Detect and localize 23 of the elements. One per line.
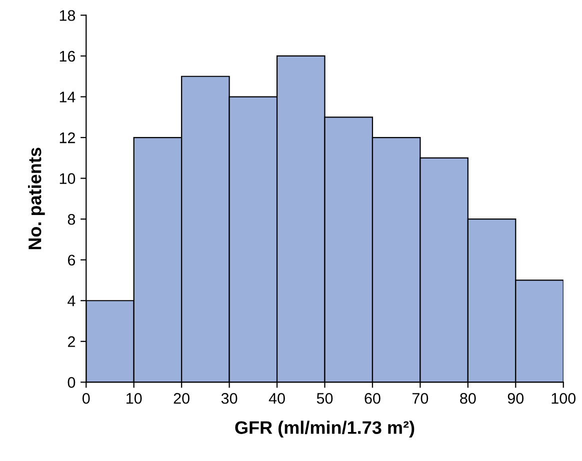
y-tick-label: 16 — [60, 50, 76, 62]
x-tick-label: 10 — [126, 392, 142, 404]
y-tick-label: 10 — [60, 173, 76, 184]
x-tick-label: 80 — [460, 392, 476, 404]
x-axis-title: GFR (ml/min/1.73 m²) — [235, 420, 414, 438]
y-tick-label: 2 — [68, 336, 75, 347]
x-tick-label: 40 — [268, 392, 285, 404]
x-tick-label: 60 — [364, 392, 380, 404]
y-tick-label: 14 — [60, 92, 76, 102]
y-tick-label: 8 — [68, 214, 76, 225]
x-tick-label: 70 — [412, 392, 428, 404]
y-tick-label: 18 — [60, 10, 76, 21]
x-tick-label: 0 — [82, 392, 90, 404]
y-axis-title: No. patients — [28, 148, 45, 250]
x-tick-label: 30 — [221, 392, 238, 404]
y-tick-label: 12 — [60, 132, 75, 144]
x-tick-label: 50 — [316, 392, 333, 404]
x-tick-label: 90 — [508, 392, 524, 404]
x-tick-label: 20 — [174, 392, 190, 404]
x-tick-label: 100 — [552, 392, 576, 404]
y-tick-label: 0 — [68, 377, 76, 388]
y-tick-label: 6 — [68, 254, 76, 266]
y-tick-label: 4 — [68, 296, 76, 306]
